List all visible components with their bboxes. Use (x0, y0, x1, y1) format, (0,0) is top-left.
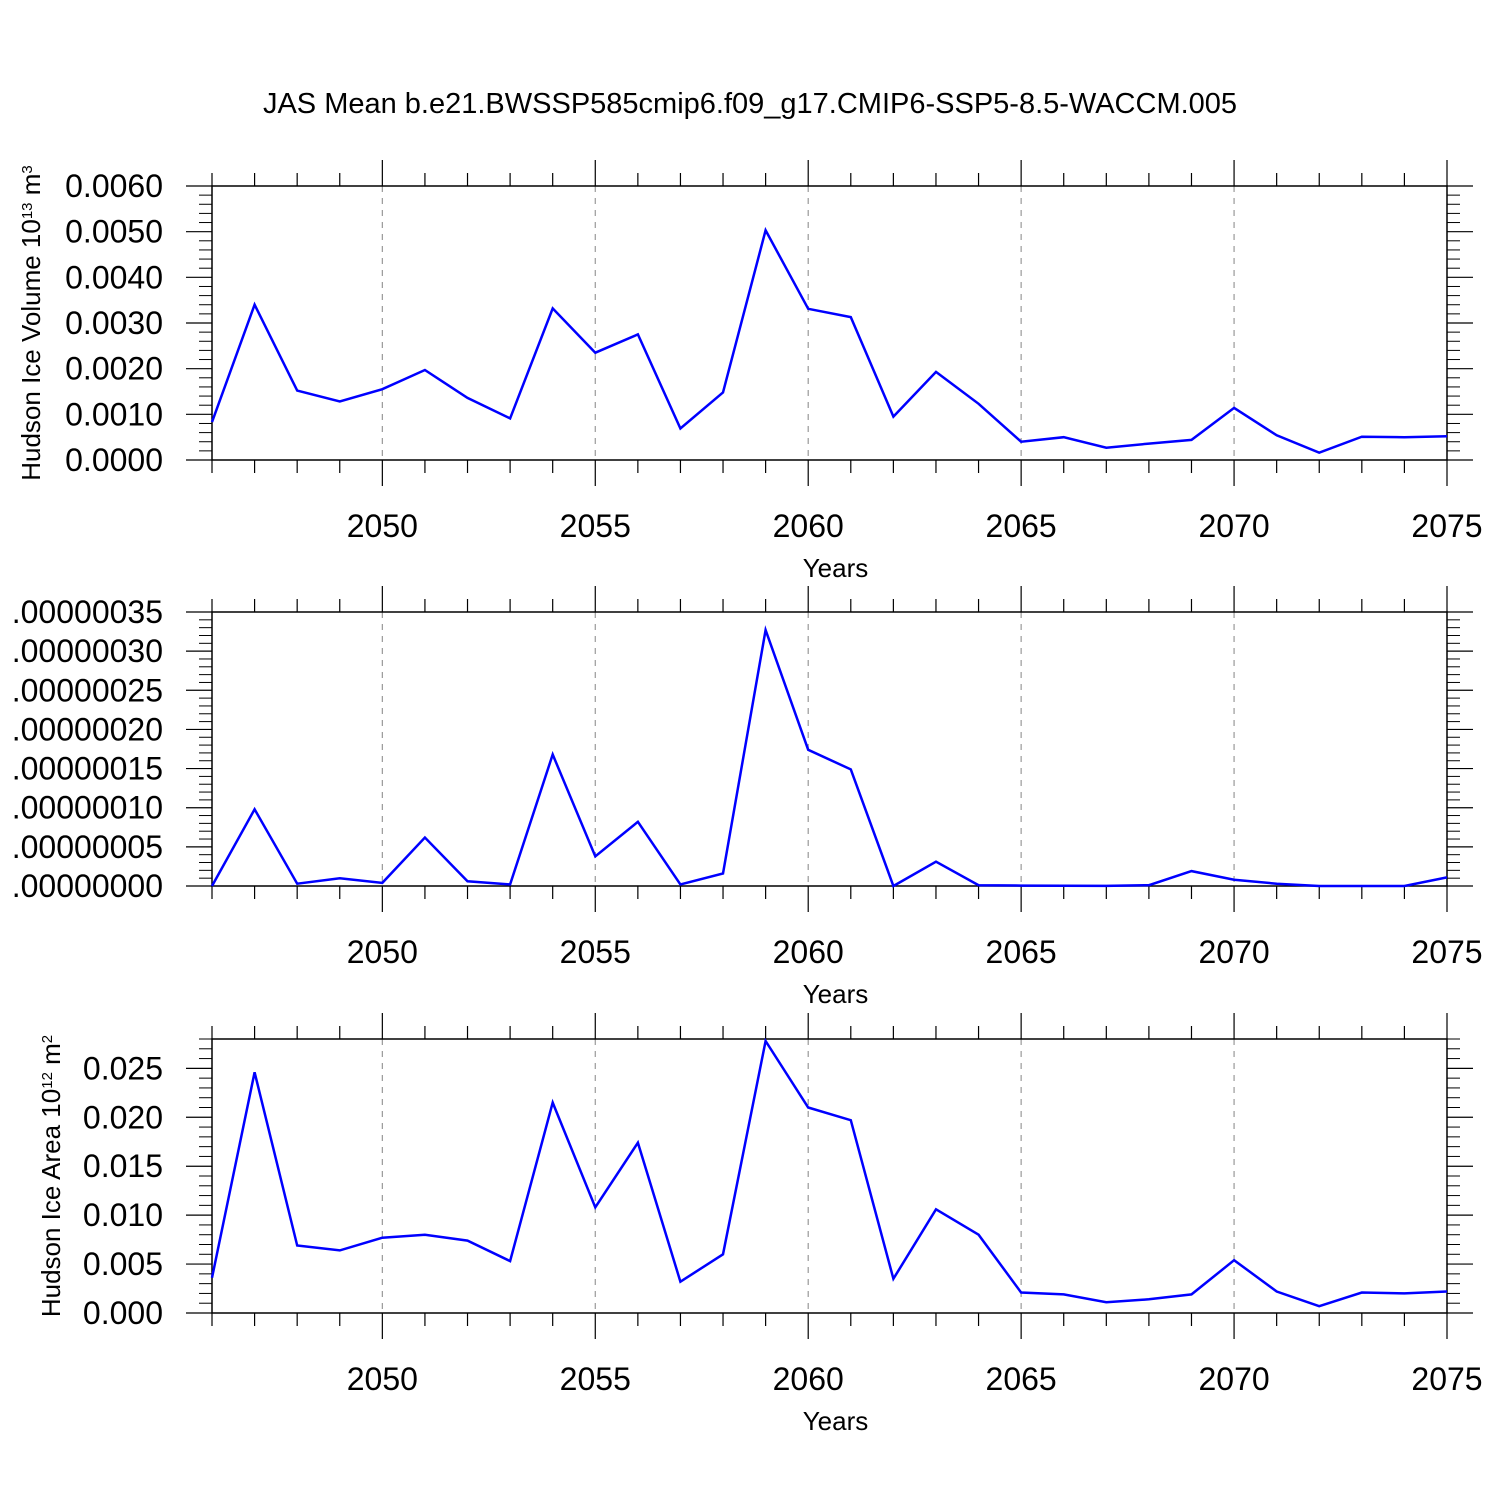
x-tick-label: 2075 (1411, 934, 1482, 970)
y-tick-label: .00000005 (12, 829, 163, 865)
y-tick-label: .00000010 (12, 790, 163, 826)
y-axis-label-exponent: 12 (39, 1072, 56, 1089)
x-tick-label: 2060 (773, 934, 844, 970)
x-tick-label: 2050 (347, 1361, 418, 1397)
x-tick-label: 2060 (773, 1361, 844, 1397)
y-tick-label: .00000000 (12, 868, 163, 904)
plot-frame (211, 611, 1448, 887)
x-tick-label: 2050 (347, 508, 418, 544)
x-tick-label: 2070 (1198, 508, 1269, 544)
y-axis-label: Hudson Ice Volume 1013 m3 (16, 165, 46, 481)
y-tick-label: 0.025 (83, 1050, 163, 1086)
y-axis-label-text: m (16, 174, 46, 203)
x-tick-label: 2055 (560, 1361, 631, 1397)
chart-panel-2: 2050 2055 2060 2065 2070 2075Years.00000000.0… (12, 586, 1483, 1009)
y-axis-label: Hudson Ice Area 1012 m2 (36, 1035, 66, 1317)
x-axis-label: Years (803, 979, 869, 1009)
x-tick-label: 2065 (986, 508, 1057, 544)
y-tick-label: 0.0050 (65, 214, 163, 250)
x-tick-label: 2050 (347, 934, 418, 970)
y-tick-label: 0.0030 (65, 305, 163, 341)
y-tick-label: 0.020 (83, 1099, 163, 1135)
series-line (210, 226, 1448, 455)
series-line (210, 625, 1448, 888)
y-tick-label: 0.0010 (65, 396, 163, 432)
y-tick-label: 0.0020 (65, 351, 163, 387)
y-axis-label-exponent: 3 (19, 165, 36, 173)
y-axis-label-text: Hudson Ice Volume 10 (16, 219, 46, 481)
y-tick-label: 0.0000 (65, 442, 163, 478)
y-tick-label: .00000030 (12, 633, 163, 669)
x-tick-label: 2055 (560, 508, 631, 544)
chart-panel-3: 2050 2055 2060 2065 2070 2075 Years 0.000 0.005 0… (36, 1013, 1483, 1436)
series-line (210, 1037, 1448, 1308)
y-tick-label: .00000015 (12, 751, 163, 787)
x-tick-label: 2055 (560, 934, 631, 970)
plot-frame (211, 185, 1448, 461)
plot-frame (211, 1038, 1448, 1314)
chart-title: JAS Mean b.e21.BWSSP585cmip6.f09_g17.CMI… (263, 88, 1237, 120)
x-axis-label: Years (803, 553, 869, 583)
y-tick-label: .00000025 (12, 672, 163, 708)
y-tick-label: 0.0040 (65, 259, 163, 295)
y-axis-label-text: m (36, 1043, 66, 1072)
x-tick-label: 2065 (986, 1361, 1057, 1397)
y-tick-label: 0.0060 (65, 168, 163, 204)
x-tick-label: 2075 (1411, 508, 1482, 544)
x-tick-label: 2070 (1198, 1361, 1269, 1397)
chart-panel-1: 2050 2055 2060 2065 2070 2075 Years 0.0000 0.001… (16, 160, 1483, 583)
y-tick-label: 0.005 (83, 1246, 163, 1282)
y-tick-label: 0.010 (83, 1197, 163, 1233)
y-axis-label-exponent: 13 (19, 202, 36, 219)
y-tick-label: .00000020 (12, 711, 163, 747)
x-axis-label: Years (803, 1406, 869, 1436)
y-tick-label: 0.015 (83, 1148, 163, 1184)
y-tick-label: 0.000 (83, 1295, 163, 1331)
x-tick-label: 2075 (1411, 1361, 1482, 1397)
y-axis-label-text: Hudson Ice Area 10 (36, 1089, 66, 1317)
x-tick-label: 2070 (1198, 934, 1269, 970)
x-tick-label: 2060 (773, 508, 844, 544)
y-tick-label: .00000035 (12, 594, 163, 630)
y-axis-label-exponent: 2 (39, 1035, 56, 1043)
x-tick-label: 2065 (986, 934, 1057, 970)
